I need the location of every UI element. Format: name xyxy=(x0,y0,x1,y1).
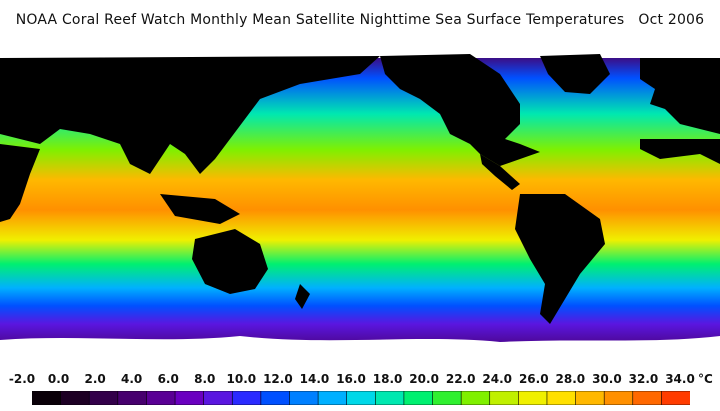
colorbar-tick-label: 20.0 xyxy=(409,372,439,386)
colorbar-tick-labels: -2.0 0.0 2.0 4.0 6.0 8.0 10.0 12.0 14.0 16.0 18.0 2… xyxy=(0,372,720,390)
colorbar-swatch xyxy=(174,391,205,405)
temperature-colorbar xyxy=(32,391,690,405)
colorbar-swatch xyxy=(661,391,690,405)
colorbar-swatch xyxy=(546,391,577,405)
colorbar-swatch xyxy=(231,391,262,405)
colorbar-swatch xyxy=(346,391,377,405)
colorbar-swatch xyxy=(575,391,605,405)
land-southeast-asia xyxy=(160,194,240,224)
colorbar-swatch xyxy=(32,391,62,405)
title-text: NOAA Coral Reef Watch Monthly Mean Satel… xyxy=(15,12,625,28)
colorbar-swatch xyxy=(518,391,548,405)
colorbar-tick-label: 6.0 xyxy=(157,372,179,386)
colorbar-tick-label: -2.0 xyxy=(8,372,36,386)
colorbar-swatch xyxy=(146,391,176,405)
colorbar-swatch xyxy=(460,391,491,405)
colorbar-tick-label: 10.0 xyxy=(226,372,257,386)
land-africa xyxy=(640,139,720,164)
colorbar-swatch xyxy=(432,391,462,405)
colorbar-tick-label: 2.0 xyxy=(84,372,106,386)
colorbar-tick-label: 28.0 xyxy=(555,372,586,386)
colorbar-swatch xyxy=(60,391,91,405)
colorbar-tick-label: 32.0 xyxy=(628,372,659,386)
sea-surface-temperature-map xyxy=(0,44,720,366)
colorbar-swatch xyxy=(289,391,319,405)
land-new-zealand xyxy=(295,284,310,309)
colorbar-tick-label: 14.0 xyxy=(299,372,330,386)
colorbar-swatch xyxy=(203,391,234,405)
colorbar-swatch xyxy=(603,391,634,405)
colorbar-tick-label: 16.0 xyxy=(336,372,366,386)
colorbar-tick-label: 0.0 xyxy=(47,372,70,386)
land-north-america xyxy=(380,54,540,166)
colorbar-tick-label: 12.0 xyxy=(263,372,293,386)
colorbar-swatch xyxy=(374,391,405,405)
land-australia xyxy=(192,229,268,294)
colorbar-unit: °C xyxy=(698,372,713,386)
colorbar-swatch xyxy=(117,391,148,405)
land-greenland xyxy=(540,54,610,94)
land-central-america xyxy=(480,154,520,190)
colorbar-tick-label: 22.0 xyxy=(445,372,476,386)
colorbar-tick-label: 30.0 xyxy=(592,372,622,386)
colorbar-tick-label: 34.0 xyxy=(665,372,695,386)
colorbar-swatch xyxy=(260,391,291,405)
colorbar-swatch xyxy=(632,391,663,405)
colorbar-tick-label: 26.0 xyxy=(518,372,549,386)
land-europe-atlantic xyxy=(640,58,720,134)
antarctic-ice xyxy=(0,336,720,366)
colorbar-swatch xyxy=(489,391,520,405)
title-date: Oct 2006 xyxy=(638,12,705,28)
colorbar-tick-label: 4.0 xyxy=(121,372,143,386)
colorbar-swatch xyxy=(403,391,434,405)
land-south-america xyxy=(515,194,605,324)
colorbar-tick-label: 18.0 xyxy=(372,372,403,386)
land-africa-east xyxy=(0,144,40,222)
colorbar-swatch xyxy=(317,391,348,405)
arctic-ice xyxy=(0,44,720,58)
colorbar-swatch xyxy=(88,391,119,405)
map-title: NOAA Coral Reef Watch Monthly Mean Satel… xyxy=(0,12,720,28)
land-eurasia xyxy=(0,56,380,174)
colorbar-tick-label: 8.0 xyxy=(194,372,216,386)
colorbar-tick-label: 24.0 xyxy=(482,372,513,386)
